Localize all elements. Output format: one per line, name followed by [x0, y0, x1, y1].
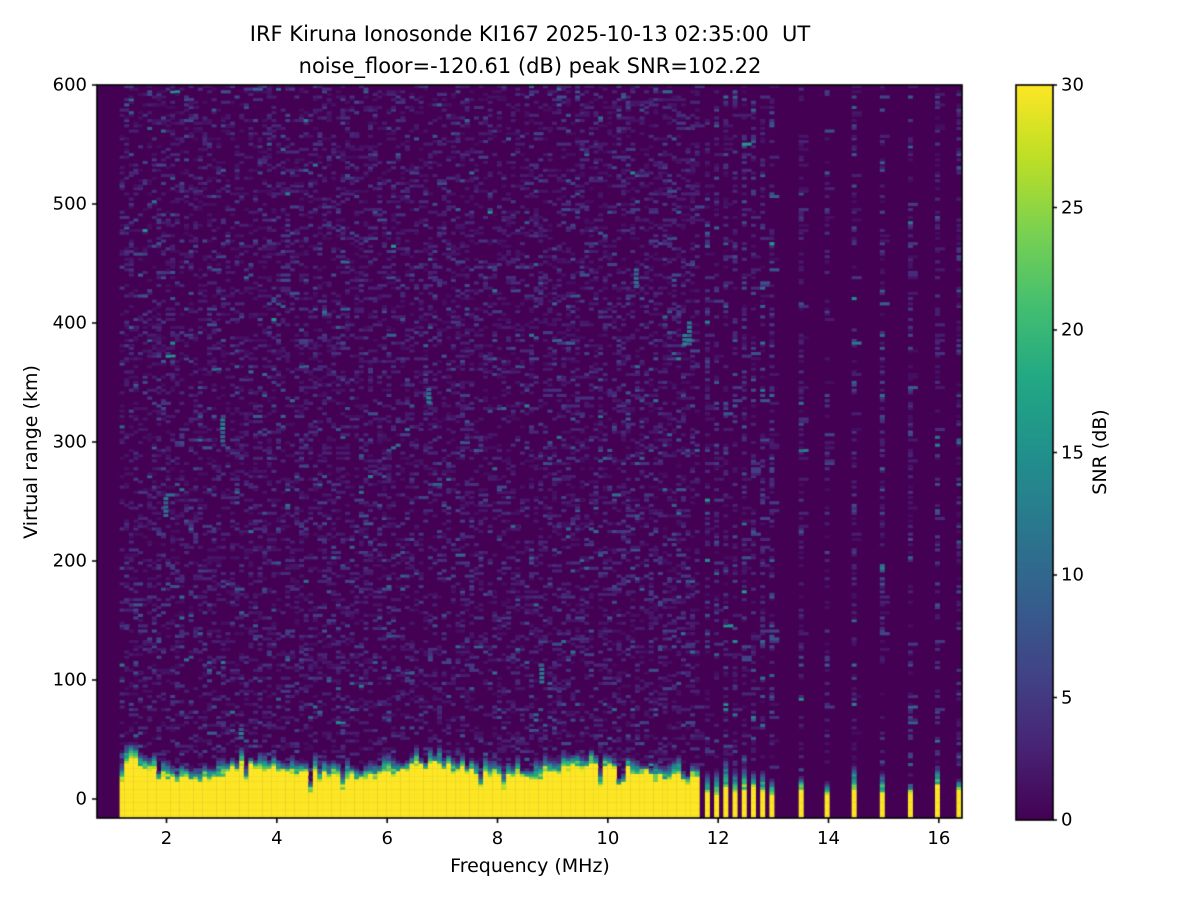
- y-tick-label: 300: [52, 431, 87, 453]
- colorbar-tick-label: 10: [1061, 564, 1084, 586]
- colorbar-tick-label: 25: [1061, 197, 1084, 218]
- x-axis-label: Frequency (MHz): [450, 855, 610, 877]
- y-tick-label: 600: [52, 74, 87, 96]
- x-tick-label: 10: [596, 828, 620, 849]
- colorbar-tick-label: 20: [1061, 319, 1084, 341]
- y-tick-label: 100: [52, 669, 87, 691]
- y-tick-label: 500: [52, 193, 87, 215]
- colorbar-label: SNR (dB): [1089, 409, 1111, 495]
- y-tick-label: 200: [52, 550, 87, 572]
- colorbar-tick-label: 5: [1061, 687, 1073, 708]
- colorbar-tick-label: 30: [1061, 74, 1084, 96]
- y-tick-label: 0: [75, 788, 87, 810]
- x-tick-label: 14: [817, 828, 840, 849]
- chart-subtitle: noise_floor=-120.61 (dB) peak SNR=102.22: [298, 54, 762, 78]
- x-tick-label: 12: [706, 828, 730, 849]
- x-tick-label: 8: [491, 828, 504, 849]
- x-tick-label: 4: [271, 828, 283, 849]
- x-tick-label: 2: [160, 828, 173, 849]
- x-tick-label: 6: [381, 828, 393, 849]
- chart-title: IRF Kiruna Ionosonde KI167 2025-10-13 02…: [249, 22, 811, 46]
- colorbar-tick-label: 15: [1061, 442, 1084, 463]
- y-axis-label: Virtual range (km): [20, 365, 42, 539]
- y-tick-label: 400: [52, 312, 87, 334]
- x-tick-label: 16: [927, 828, 951, 849]
- colorbar-tick-label: 0: [1061, 809, 1073, 831]
